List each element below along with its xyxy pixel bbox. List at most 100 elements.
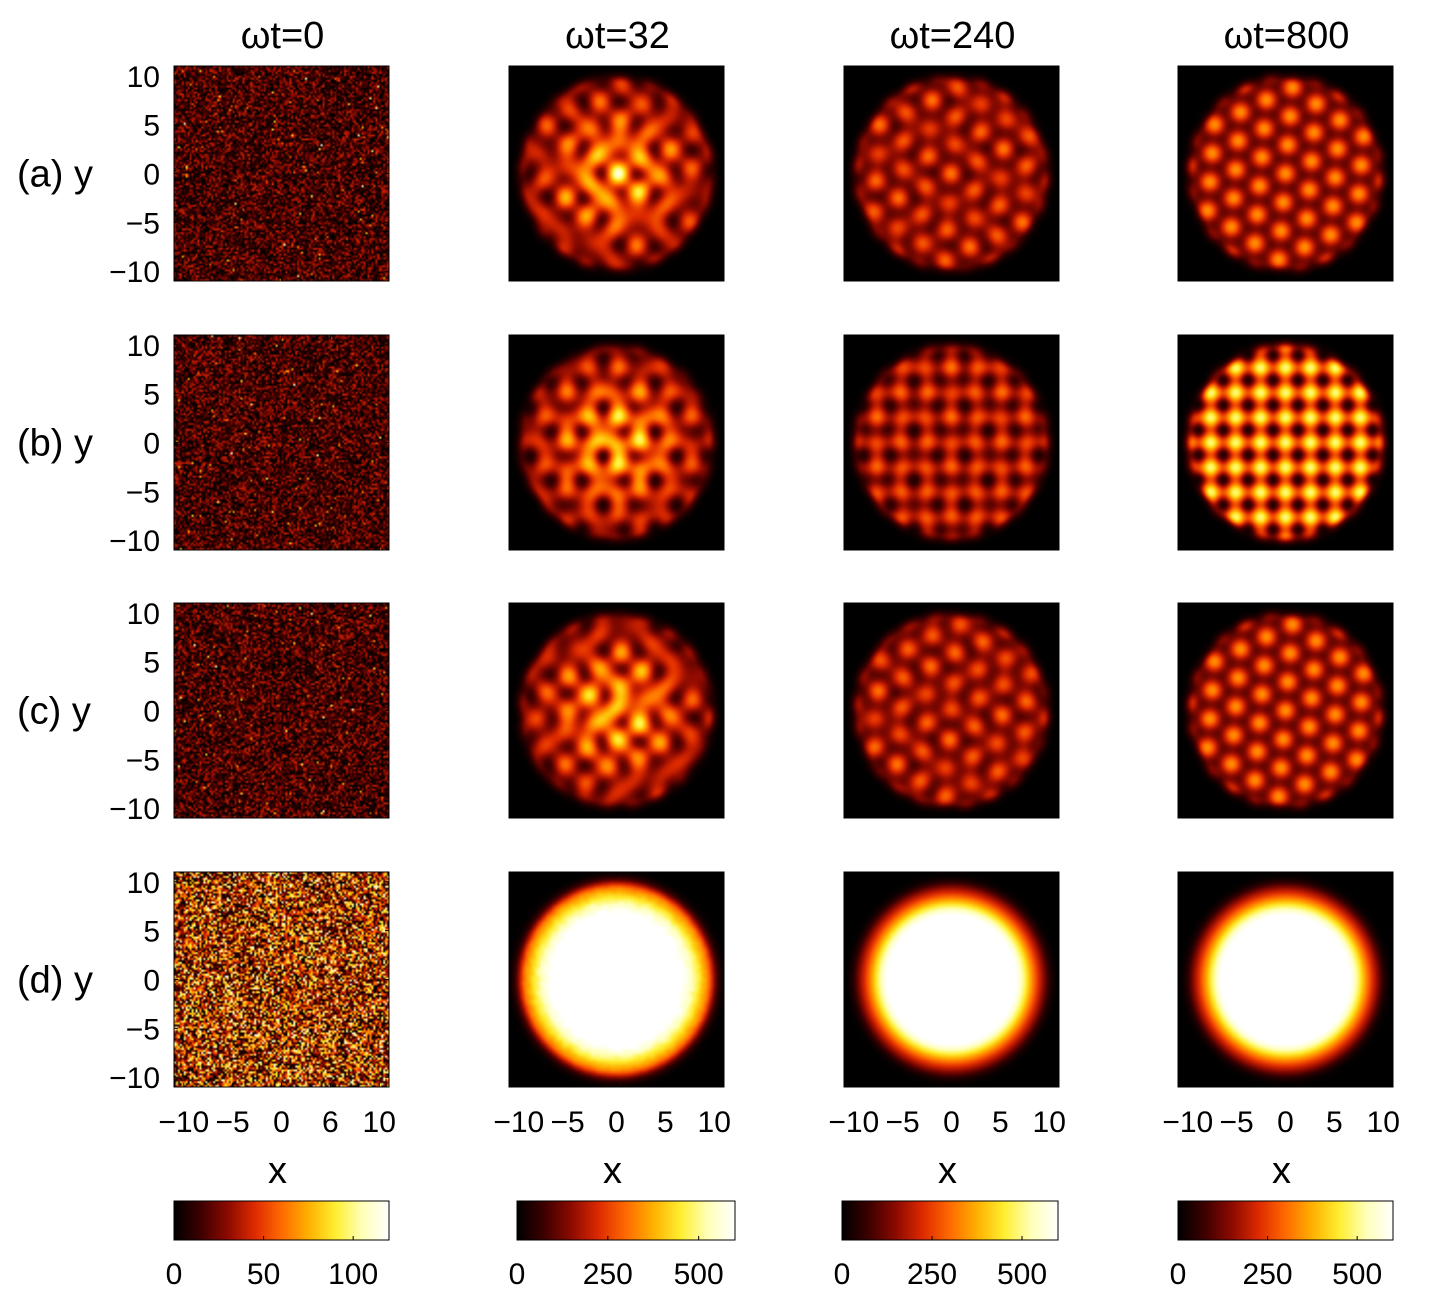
x-tick-label: −5 xyxy=(551,1106,585,1139)
colorbar-tick-label: 250 xyxy=(907,1258,957,1291)
density-heatmap xyxy=(174,872,389,1087)
x-tick-label: 0 xyxy=(943,1106,960,1139)
y-tick-label: −10 xyxy=(109,1062,160,1095)
panel-r3-c2 xyxy=(508,602,725,819)
column-title: ωt=0 xyxy=(241,15,325,57)
x-tick-label: 5 xyxy=(1326,1106,1343,1139)
colorbar-gradient xyxy=(841,1200,1059,1241)
colorbar-tick-label: 0 xyxy=(166,1258,183,1291)
panel-r1-c1 xyxy=(173,65,390,282)
density-heatmap xyxy=(844,66,1059,281)
x-axis-label: x xyxy=(1272,1150,1291,1192)
panel-r1-c4 xyxy=(1177,65,1394,282)
density-heatmap xyxy=(1178,335,1393,550)
density-heatmap xyxy=(509,603,724,818)
x-tick-label: −10 xyxy=(1162,1106,1213,1139)
colorbar-tick-label: 100 xyxy=(328,1258,378,1291)
y-tick-label: 5 xyxy=(143,379,160,412)
x-tick-label: −5 xyxy=(216,1106,250,1139)
column-title: ωt=32 xyxy=(565,15,670,57)
y-tick-label: −10 xyxy=(109,525,160,558)
colorbar-gradient xyxy=(516,1200,736,1241)
x-axis-label: x xyxy=(603,1150,622,1192)
colorbar-tick-label: 500 xyxy=(674,1258,724,1291)
density-heatmap xyxy=(509,335,724,550)
colorbar-tick-label: 250 xyxy=(1243,1258,1293,1291)
colorbar-tick-label: 500 xyxy=(997,1258,1047,1291)
x-tick-label: 10 xyxy=(1033,1106,1066,1139)
y-tick-label: 0 xyxy=(143,696,160,729)
density-heatmap xyxy=(174,66,389,281)
y-tick-label: −10 xyxy=(109,256,160,289)
panel-r2-c4 xyxy=(1177,334,1394,551)
x-tick-label: −10 xyxy=(493,1106,544,1139)
panel-r4-c3 xyxy=(843,871,1060,1088)
colorbar-tick-label: 0 xyxy=(509,1258,526,1291)
colorbar-3: 0 250 500 xyxy=(834,1200,1059,1291)
panel-r2-c1 xyxy=(173,334,390,551)
density-heatmap xyxy=(1178,603,1393,818)
colorbar-4: 0 250 500 xyxy=(1170,1200,1394,1291)
column-title: ωt=240 xyxy=(890,15,1016,57)
x-tick-label: 10 xyxy=(1367,1106,1400,1139)
density-heatmap xyxy=(509,872,724,1087)
colorbar-tick-label: 500 xyxy=(1332,1258,1382,1291)
colorbar-layer: 0 50 100 0 250 500 0 250 500 0 250 500 xyxy=(166,1200,1394,1291)
y-tick-label: −5 xyxy=(126,744,160,777)
y-tick-label: 0 xyxy=(143,159,160,192)
x-tick-label: 10 xyxy=(363,1106,396,1139)
y-tick-label: 5 xyxy=(143,916,160,949)
x-tick-label: −5 xyxy=(886,1106,920,1139)
density-heatmap xyxy=(509,66,724,281)
panel-r1-c2 xyxy=(508,65,725,282)
row-label: (a) y xyxy=(17,154,93,196)
panel-r3-c1 xyxy=(173,602,390,819)
x-tick-label: 0 xyxy=(1277,1106,1294,1139)
y-tick-label: 10 xyxy=(127,867,160,900)
colorbar-tick-label: 250 xyxy=(583,1258,633,1291)
x-tick-label: 0 xyxy=(608,1106,625,1139)
column-title: ωt=800 xyxy=(1224,15,1350,57)
colorbar-tick-label: 0 xyxy=(1170,1258,1187,1291)
density-heatmap xyxy=(174,603,389,818)
density-heatmap xyxy=(174,335,389,550)
density-heatmap xyxy=(844,335,1059,550)
x-tick-label: 0 xyxy=(273,1106,290,1139)
colorbar-gradient xyxy=(1177,1200,1394,1241)
y-tick-label: 0 xyxy=(143,965,160,998)
x-tick-label: −5 xyxy=(1220,1106,1254,1139)
colorbar-2: 0 250 500 xyxy=(509,1200,736,1291)
row-label: (d) y xyxy=(17,960,93,1002)
y-tick-label: 10 xyxy=(127,61,160,94)
x-tick-label: 10 xyxy=(698,1106,731,1139)
colorbar-1: 0 50 100 xyxy=(166,1200,390,1291)
x-tick-label: 6 xyxy=(322,1106,339,1139)
x-axis-label: x xyxy=(938,1150,957,1192)
y-tick-label: 5 xyxy=(143,110,160,143)
colorbar-tick-label: 0 xyxy=(834,1258,851,1291)
colorbar-tick-label: 50 xyxy=(247,1258,280,1291)
panel-r3-c4 xyxy=(1177,602,1394,819)
y-tick-label: 5 xyxy=(143,647,160,680)
x-tick-label: 5 xyxy=(657,1106,674,1139)
panel-r1-c3 xyxy=(843,65,1060,282)
x-axis-label: x xyxy=(268,1150,287,1192)
panel-grid xyxy=(173,65,1394,1088)
y-tick-label: 10 xyxy=(127,598,160,631)
y-tick-label: −5 xyxy=(126,207,160,240)
y-tick-label: −5 xyxy=(126,476,160,509)
colorbar-gradient xyxy=(173,1200,390,1241)
x-tick-label: −10 xyxy=(158,1106,209,1139)
x-tick-label: −10 xyxy=(828,1106,879,1139)
density-heatmap xyxy=(1178,66,1393,281)
density-heatmap xyxy=(844,872,1059,1087)
y-tick-label: 10 xyxy=(127,330,160,363)
panel-r2-c3 xyxy=(843,334,1060,551)
x-tick-label: 5 xyxy=(992,1106,1009,1139)
y-tick-label: 0 xyxy=(143,428,160,461)
density-heatmap xyxy=(1178,872,1393,1087)
panel-r4-c4 xyxy=(1177,871,1394,1088)
panel-r2-c2 xyxy=(508,334,725,551)
